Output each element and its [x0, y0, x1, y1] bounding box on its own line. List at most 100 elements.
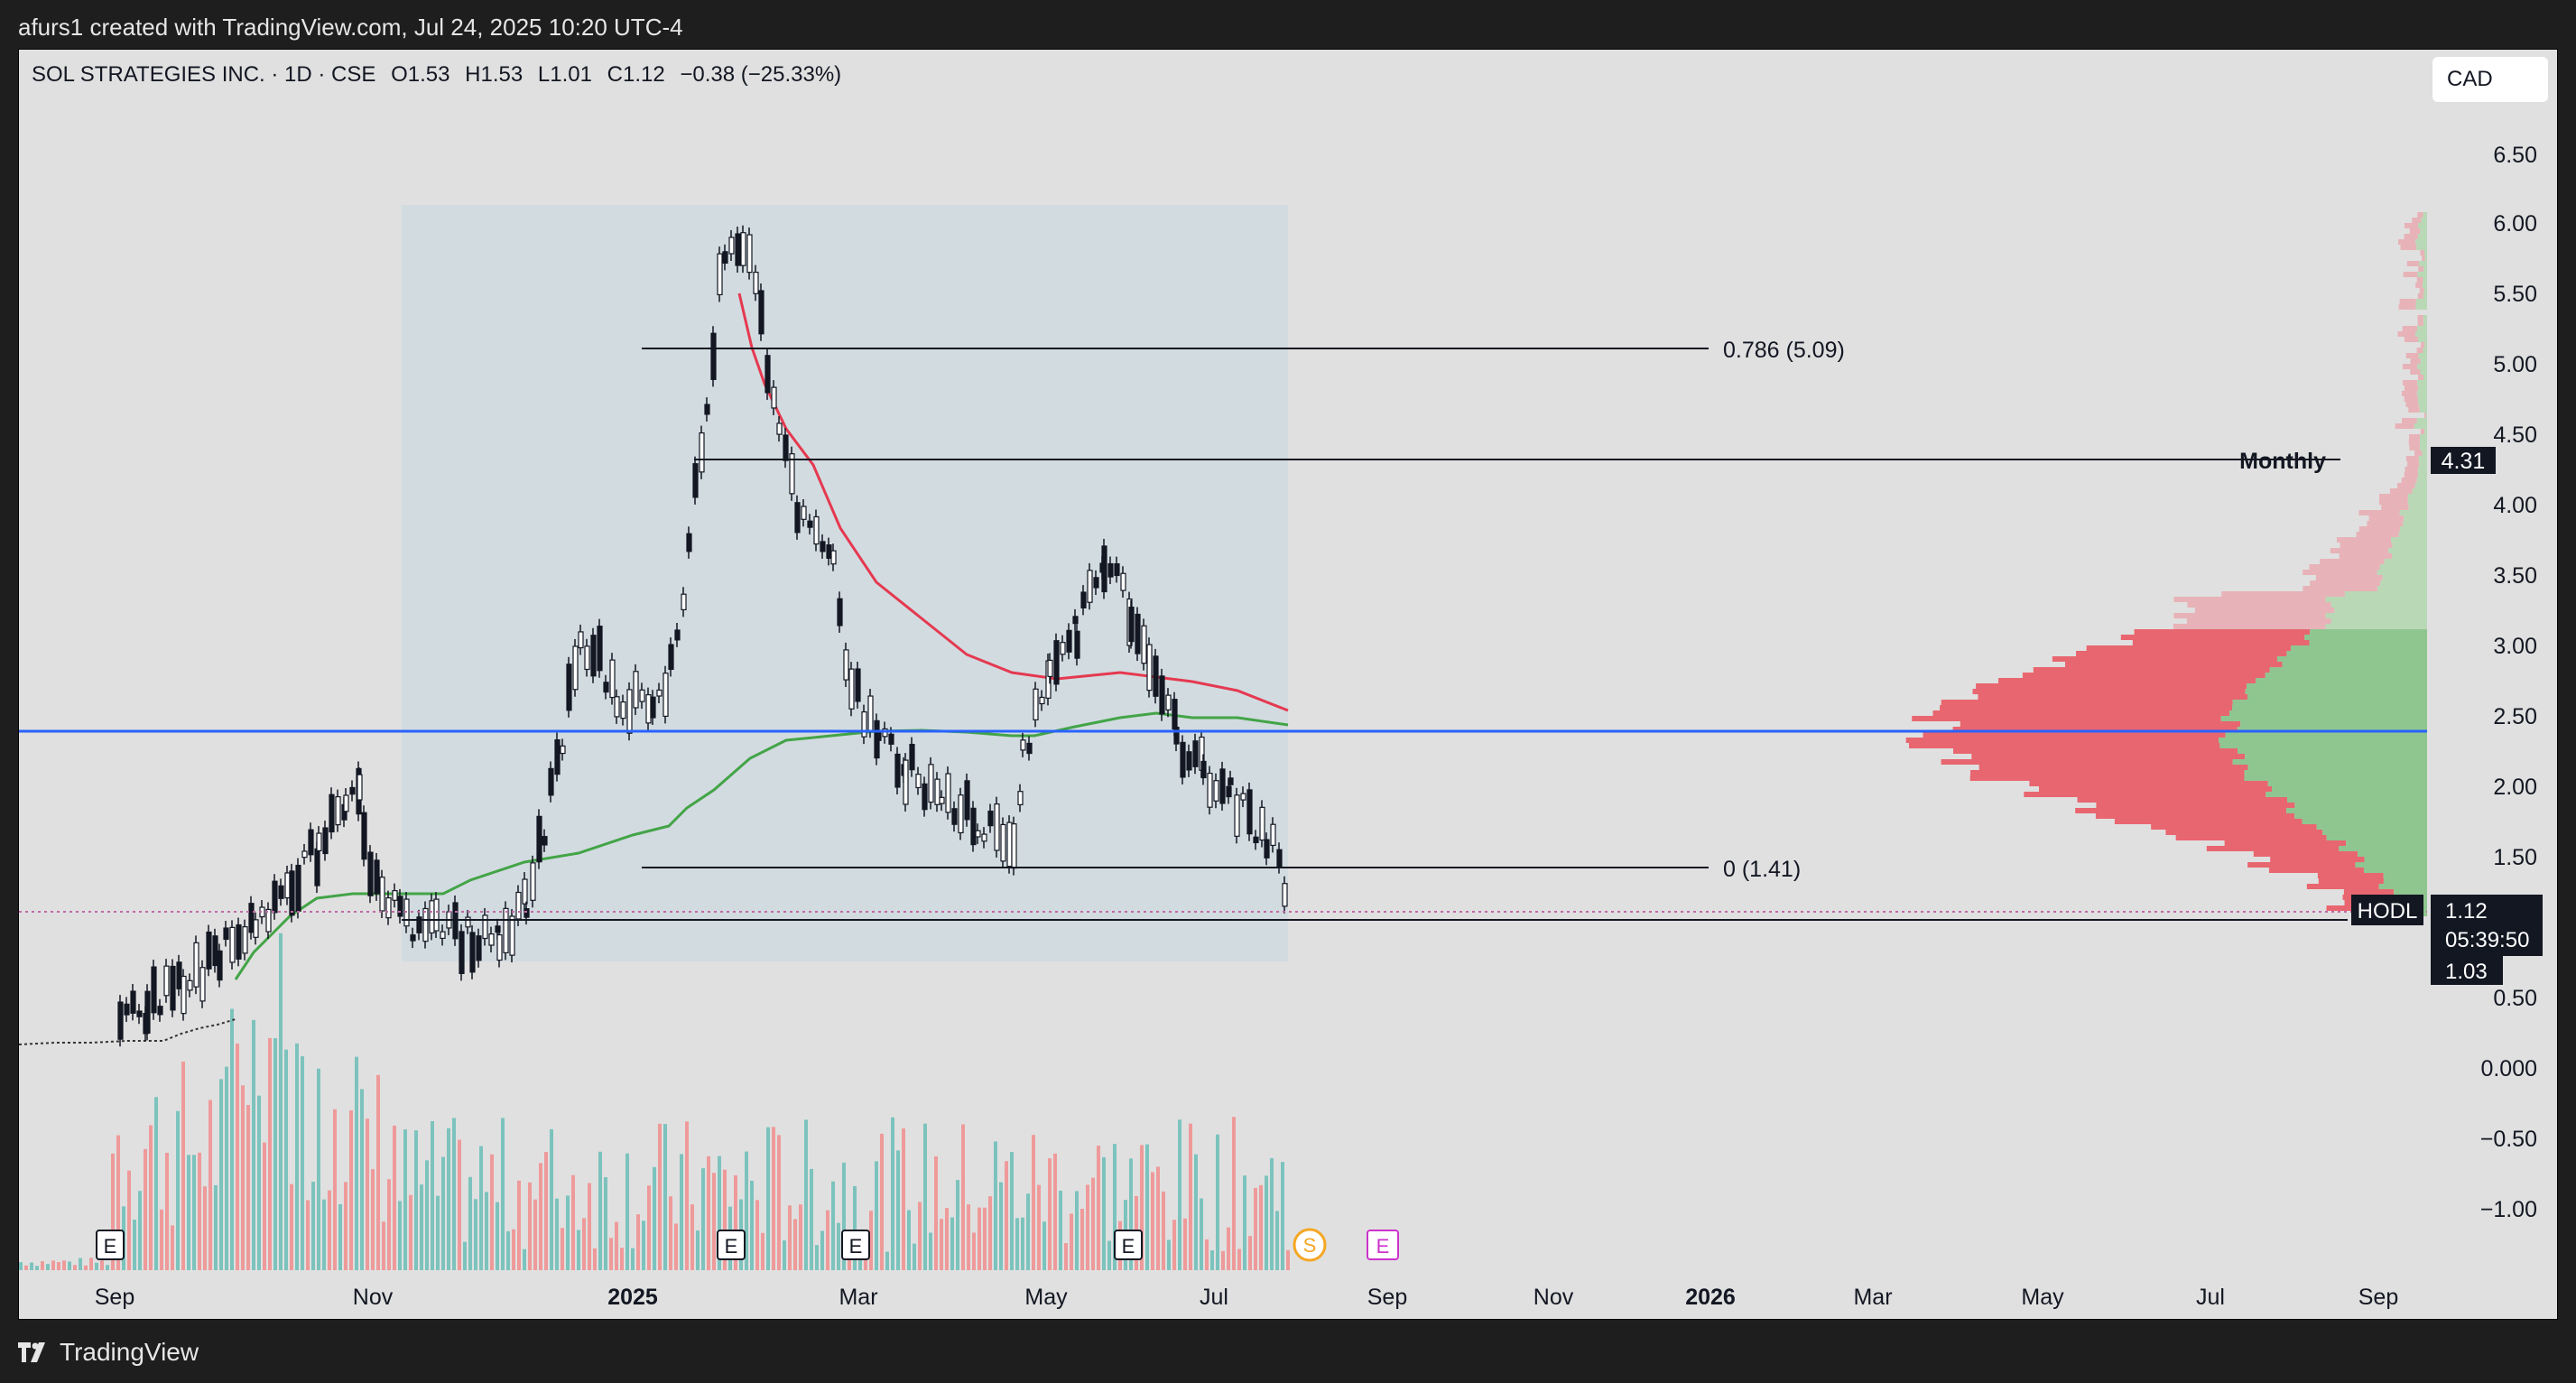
volume-bar — [1140, 1145, 1144, 1270]
price-axis-tick: 6.00 — [2493, 211, 2537, 237]
volume-profile-bar — [2317, 873, 2384, 878]
candle-body — [1087, 570, 1093, 603]
volume-profile-bar — [2247, 694, 2427, 700]
volume-bar — [582, 1218, 586, 1270]
svg-text:E: E — [104, 1235, 117, 1258]
volume-profile-bar — [2286, 808, 2427, 813]
volume-profile-bar — [2266, 792, 2427, 797]
volume-profile-bar — [2186, 618, 2331, 624]
volume-profile-bar — [2397, 331, 2416, 337]
volume-bar — [1275, 1211, 1279, 1270]
volume-profile-bar — [1932, 710, 2230, 716]
currency-selector[interactable]: CAD — [2432, 57, 2548, 102]
candle-body — [522, 878, 528, 905]
candle-body — [349, 786, 356, 795]
volume-bar — [490, 1154, 494, 1270]
volume-bar — [663, 1124, 667, 1270]
volume-profile-bar — [2404, 337, 2418, 342]
candle-body — [650, 696, 656, 719]
volume-profile-bar — [2420, 250, 2424, 255]
last-price-tag: 1.12 05:39:50 — [2431, 895, 2543, 956]
volume-bar — [414, 1130, 418, 1270]
candle-body — [783, 434, 789, 461]
candle-body — [397, 896, 403, 917]
volume-bar — [89, 1258, 93, 1270]
volume-bar — [263, 1142, 266, 1270]
candle-body — [867, 695, 874, 731]
volume-bar — [1005, 1161, 1008, 1270]
volume-bar — [1265, 1175, 1268, 1270]
candle-body — [848, 668, 855, 710]
volume-bar — [1091, 1177, 1095, 1270]
volume-profile-bar — [2417, 380, 2427, 385]
volume-profile-bar — [2405, 456, 2419, 461]
footer-bar — [0, 1320, 2576, 1383]
volume-profile-bar — [2173, 597, 2326, 602]
volume-bar — [820, 1230, 824, 1270]
volume-bar — [1037, 1184, 1041, 1270]
volume-bar — [306, 1200, 310, 1270]
volume-bar — [1216, 1134, 1219, 1270]
volume-profile-bar — [2420, 358, 2427, 364]
price-chart[interactable]: 0.786 (5.09) 0 (1.41) Monthly E E E E S — [19, 50, 2557, 1319]
volume-profile-bar — [1970, 770, 2245, 775]
candle-body — [855, 668, 861, 702]
volume-profile-bar — [2417, 396, 2427, 402]
candle-body — [308, 829, 314, 856]
volume-profile-bar — [2409, 228, 2421, 234]
earnings-marker[interactable]: E — [1114, 1230, 1143, 1260]
volume-profile-bar — [2052, 656, 2277, 662]
volume-bar — [723, 1169, 727, 1270]
candle-body — [440, 931, 446, 940]
candle-body — [187, 979, 193, 991]
volume-profile-bar — [1941, 700, 2233, 705]
earnings-marker[interactable]: E — [96, 1230, 125, 1260]
volume-bar — [181, 1061, 185, 1270]
volume-profile-bar — [2134, 629, 2311, 635]
candle-body — [284, 872, 291, 899]
candle-body — [1226, 785, 1232, 798]
volume-profile-bar — [2416, 478, 2427, 483]
symbol-name: SOL STRATEGIES INC. · 1D · CSE — [32, 62, 376, 87]
volume-profile-bar — [2388, 548, 2427, 553]
volume-bar — [978, 1207, 981, 1270]
volume-profile-bar — [2270, 857, 2365, 862]
volume-bar — [858, 1251, 862, 1270]
volume-bar — [1145, 1144, 1149, 1270]
low-price-tag: 1.03 — [2431, 956, 2503, 985]
volume-profile-bar — [2417, 320, 2423, 326]
volume-bar — [496, 1202, 499, 1270]
volume-bar — [615, 1221, 618, 1270]
volume-profile-bar — [1953, 748, 2238, 754]
candle-body — [1060, 642, 1066, 655]
price-axis-tick: 5.50 — [2493, 282, 2537, 307]
volume-profile-bar — [2417, 337, 2427, 342]
volume-profile-bar — [2343, 889, 2395, 895]
candle-body — [253, 919, 259, 938]
volume-bar — [57, 1262, 60, 1270]
candle-body — [746, 234, 753, 274]
price-axis[interactable] — [2427, 50, 2557, 1319]
volume-bar — [604, 1176, 607, 1270]
candle-body — [794, 502, 801, 534]
volume-bar — [642, 1221, 645, 1270]
candle-body — [217, 950, 223, 981]
volume-profile-bar — [2420, 228, 2427, 234]
earnings-marker-upcoming[interactable]: E — [1367, 1230, 1399, 1260]
tradingview-brand[interactable]: TradingView — [18, 1334, 199, 1370]
earnings-marker[interactable]: E — [841, 1230, 870, 1260]
candle-body — [994, 803, 1000, 851]
candle-body — [223, 927, 229, 941]
candle-body — [614, 696, 620, 718]
chart-frame[interactable]: 0.786 (5.09) 0 (1.41) Monthly E E E E S — [18, 49, 2558, 1320]
symbol-legend[interactable]: SOL STRATEGIES INC. · 1D · CSE O1.53 H1.… — [32, 62, 841, 88]
earnings-marker[interactable]: E — [717, 1230, 746, 1260]
svg-text:E: E — [849, 1235, 863, 1258]
split-marker[interactable]: S — [1293, 1228, 1327, 1262]
volume-profile-bar — [2024, 792, 2266, 797]
volume-profile-bar — [2402, 326, 2418, 331]
volume-profile-bar — [2400, 245, 2417, 250]
time-axis[interactable] — [19, 1270, 2557, 1319]
volume-bar — [853, 1185, 857, 1270]
volume-bar — [734, 1174, 737, 1270]
